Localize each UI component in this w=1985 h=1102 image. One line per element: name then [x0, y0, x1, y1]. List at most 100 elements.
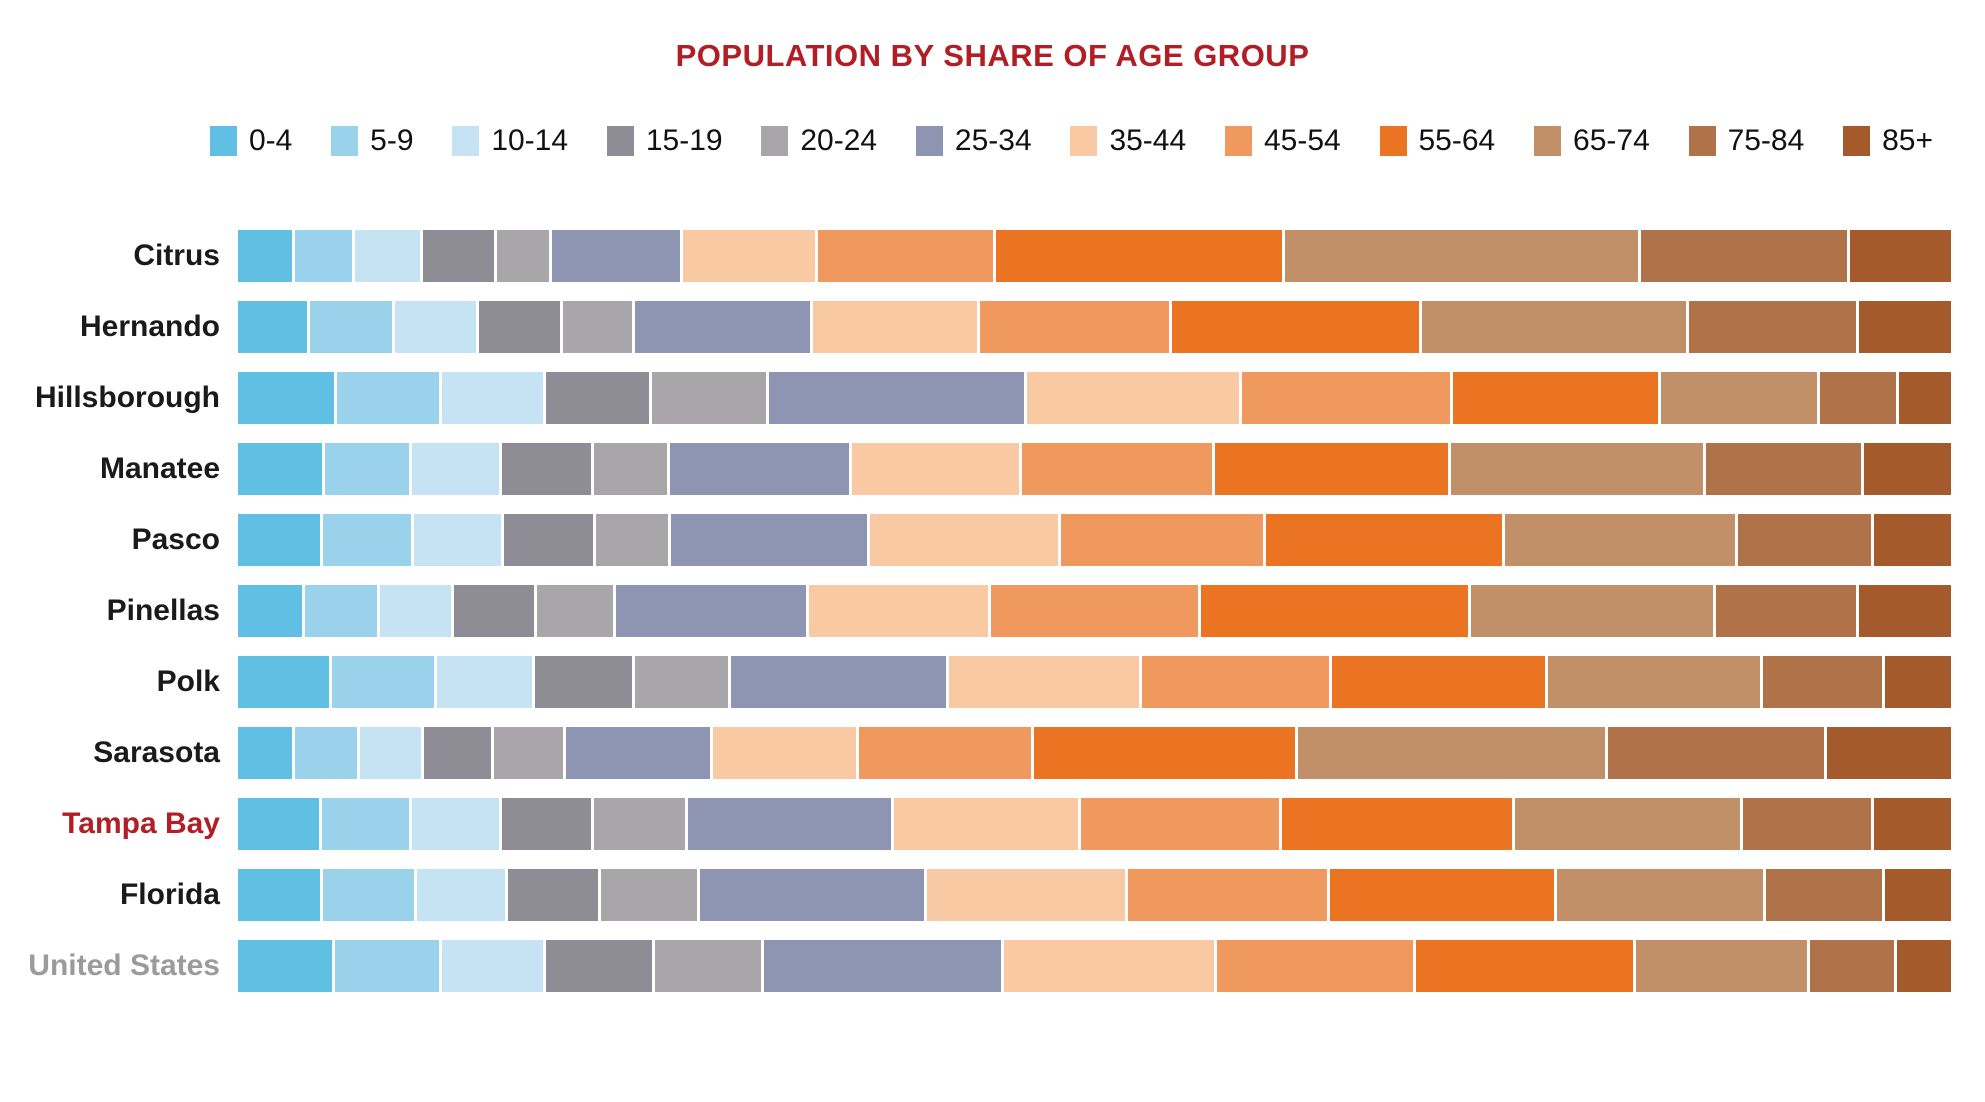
bar-segment-45-54 — [859, 727, 1031, 779]
bar-segment-55-64 — [1214, 443, 1449, 495]
bar-segment-65-74 — [1515, 798, 1741, 850]
row-bar — [238, 727, 1951, 779]
bar-segment-75-84 — [1716, 585, 1856, 637]
bar-segment-20-24 — [654, 940, 761, 992]
bar-segment-35-44 — [812, 301, 978, 353]
bar-segment-55-64 — [1265, 514, 1503, 566]
bar-segment-10-14 — [411, 798, 500, 850]
legend-item-55-64: 55-64 — [1379, 124, 1496, 158]
bar-segment-85+ — [1826, 727, 1951, 779]
bar-segment-45-54 — [1081, 798, 1280, 850]
legend-label: 65-74 — [1573, 124, 1650, 157]
bar-segment-65-74 — [1422, 301, 1687, 353]
legend-swatch-icon — [606, 126, 634, 156]
bar-segment-0-4 — [238, 301, 307, 353]
bar-segment-75-84 — [1738, 514, 1871, 566]
bar-segment-15-19 — [479, 301, 560, 353]
bar-segment-5-9 — [304, 585, 378, 637]
bar-segment-65-74 — [1556, 869, 1764, 921]
row-label: Citrus — [133, 239, 220, 272]
row-bar — [238, 656, 1951, 708]
legend-item-15-19: 15-19 — [606, 124, 723, 158]
legend-item-85+: 85+ — [1843, 124, 1933, 158]
row-bar — [238, 940, 1951, 992]
row-label: Pasco — [131, 523, 220, 556]
legend-item-35-44: 35-44 — [1070, 124, 1186, 158]
chart-plot-area: Citrus Hernando Hillsborough Manatee Pasco Pi… — [0, 230, 1952, 992]
row-label: Tampa Bay — [62, 807, 220, 840]
legend-item-45-54: 45-54 — [1224, 124, 1341, 158]
bar-segment-55-64 — [1416, 940, 1633, 992]
legend-label: 55-64 — [1418, 124, 1496, 157]
legend-item-65-74: 65-74 — [1534, 124, 1650, 158]
bar-segment-15-19 — [423, 230, 494, 282]
bar-segment-25-34 — [768, 372, 1025, 424]
chart-row-pinellas: Pinellas — [0, 585, 1952, 637]
legend-label: 45-54 — [1263, 124, 1341, 157]
bar-segment-35-44 — [852, 443, 1019, 495]
bar-segment-15-19 — [534, 656, 633, 708]
bar-segment-55-64 — [1171, 301, 1419, 353]
bar-segment-25-34 — [634, 301, 810, 353]
row-label: Hillsborough — [35, 381, 220, 414]
row-bar — [238, 443, 1951, 495]
chart-row-sarasota: Sarasota — [0, 727, 1951, 779]
legend-label: 15-19 — [645, 124, 723, 157]
chart-row-pasco: Pasco — [0, 514, 1951, 566]
bar-segment-15-19 — [502, 798, 592, 850]
row-label: United States — [28, 949, 220, 982]
legend-swatch-icon — [1843, 126, 1871, 156]
bar-segment-5-9 — [294, 727, 358, 779]
bar-segment-20-24 — [493, 727, 563, 779]
bar-segment-0-4 — [238, 372, 334, 424]
legend-swatch-icon — [1379, 126, 1407, 156]
bar-segment-20-24 — [594, 443, 667, 495]
row-bar — [238, 869, 1951, 921]
bar-segment-45-54 — [818, 230, 994, 282]
bar-segment-45-54 — [1216, 940, 1414, 992]
bar-segment-65-74 — [1661, 372, 1818, 424]
bar-segment-0-4 — [238, 869, 321, 921]
bar-segment-45-54 — [1241, 372, 1451, 424]
bar-segment-5-9 — [325, 443, 409, 495]
bar-segment-10-14 — [442, 940, 544, 992]
bar-segment-25-34 — [669, 443, 850, 495]
bar-segment-25-34 — [763, 940, 1001, 992]
legend-item-5-9: 5-9 — [331, 124, 414, 158]
bar-segment-85+ — [1873, 514, 1951, 566]
row-bar — [238, 372, 1951, 424]
bar-segment-0-4 — [238, 656, 329, 708]
bar-segment-10-14 — [442, 372, 544, 424]
bar-segment-45-54 — [1061, 514, 1263, 566]
legend-label: 85+ — [1882, 124, 1933, 157]
bar-segment-10-14 — [380, 585, 451, 637]
legend-label: 75-84 — [1727, 124, 1805, 157]
bar-segment-85+ — [1885, 869, 1951, 921]
bar-segment-20-24 — [537, 585, 613, 637]
legend-item-10-14: 10-14 — [452, 124, 568, 158]
bar-segment-35-44 — [948, 656, 1139, 708]
bar-segment-85+ — [1885, 656, 1951, 708]
bar-segment-55-64 — [1331, 656, 1546, 708]
bar-segment-45-54 — [980, 301, 1169, 353]
bar-segment-45-54 — [1141, 656, 1329, 708]
bar-segment-20-24 — [594, 798, 685, 850]
bar-segment-25-34 — [552, 230, 680, 282]
bar-segment-25-34 — [565, 727, 711, 779]
bar-segment-55-64 — [996, 230, 1282, 282]
bar-segment-65-74 — [1471, 585, 1714, 637]
bar-segment-25-34 — [700, 869, 924, 921]
bar-segment-75-84 — [1763, 656, 1883, 708]
bar-segment-25-34 — [730, 656, 946, 708]
legend-label: 20-24 — [800, 124, 878, 157]
bar-segment-45-54 — [991, 585, 1199, 637]
row-label: Hernando — [79, 310, 220, 343]
bar-segment-75-84 — [1810, 940, 1895, 992]
bar-segment-65-74 — [1297, 727, 1606, 779]
row-bar — [238, 585, 1952, 637]
bar-segment-10-14 — [412, 443, 500, 495]
chart-row-manatee: Manatee — [0, 443, 1951, 495]
bar-segment-55-64 — [1033, 727, 1295, 779]
legend-swatch-icon — [1534, 126, 1562, 156]
